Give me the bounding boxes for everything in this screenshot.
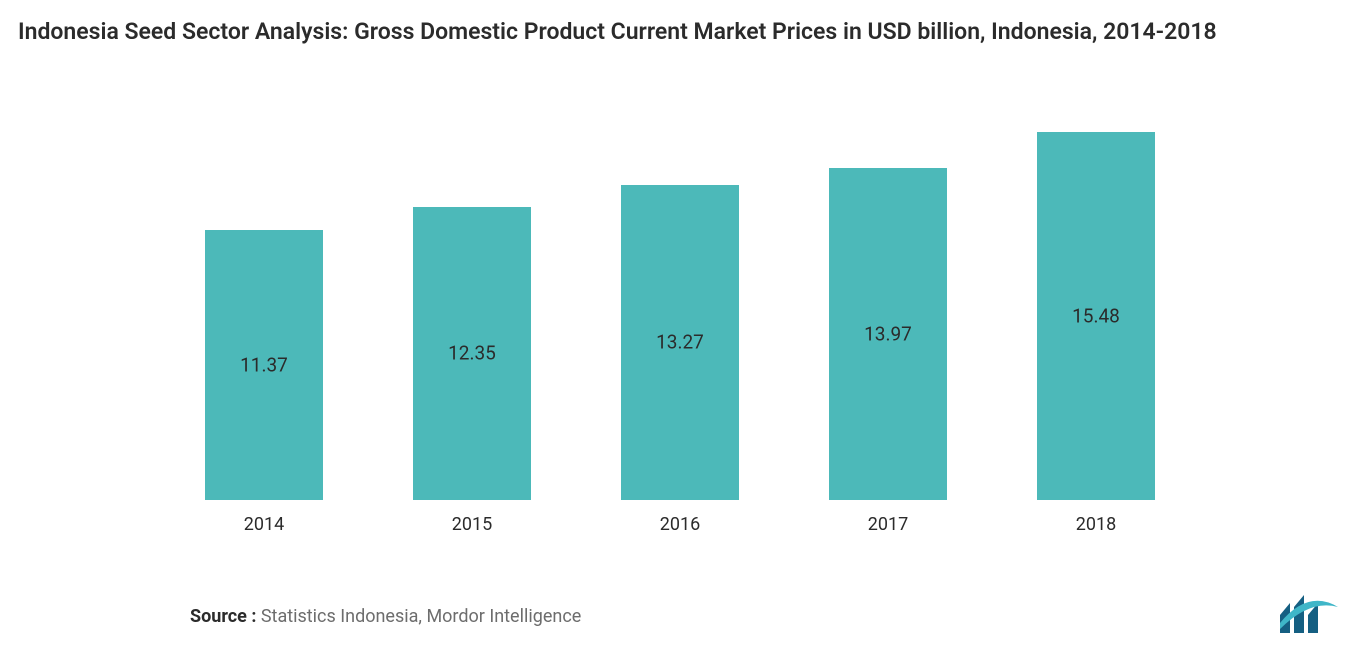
bar: 15.48 [1037,132,1155,500]
bar-slot: 12.35 2015 [368,120,576,500]
bar-value-label: 12.35 [448,342,496,365]
logo-bars-icon [1280,595,1318,633]
chart-container: { "chart": { "type": "bar", "title": "In… [0,0,1366,655]
bar: 11.37 [205,230,323,500]
bar: 13.97 [829,168,947,500]
bar-slot: 13.27 2016 [576,120,784,500]
bar-category-label: 2015 [452,500,492,535]
chart-title: Indonesia Seed Sector Analysis: Gross Do… [18,18,1348,46]
bar-category-label: 2018 [1076,500,1116,535]
brand-logo [1278,593,1340,635]
bar-category-label: 2016 [660,500,700,535]
bar-category-label: 2017 [868,500,908,535]
source-text: Statistics Indonesia, Mordor Intelligenc… [256,606,581,627]
bar-slot: 15.48 2018 [992,120,1200,500]
bar: 13.27 [621,185,739,500]
bar: 12.35 [413,207,531,500]
bar-value-label: 15.48 [1072,305,1120,328]
bar-value-label: 13.97 [864,323,912,346]
bar-value-label: 11.37 [240,353,288,376]
chart-plot-area: 11.37 2014 12.35 2015 13.27 2016 13.97 2… [160,120,1200,500]
bar-category-label: 2014 [244,500,284,535]
source-line: Source : Statistics Indonesia, Mordor In… [190,606,581,627]
bar-slot: 13.97 2017 [784,120,992,500]
bar-value-label: 13.27 [656,331,704,354]
source-label: Source : [190,606,256,627]
bar-slot: 11.37 2014 [160,120,368,500]
